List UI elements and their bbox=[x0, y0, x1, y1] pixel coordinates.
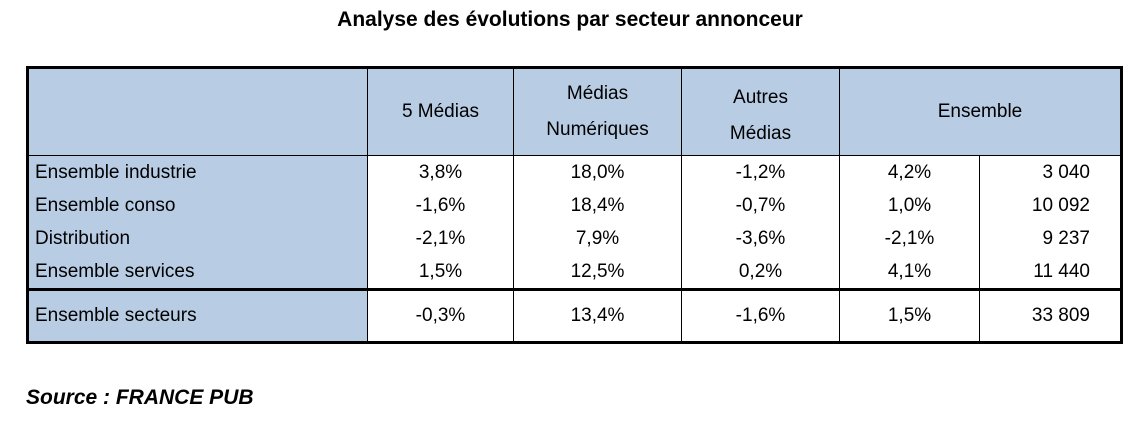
cell-autres-medias: 0,2% bbox=[681, 255, 840, 290]
total-5-medias: -0,3% bbox=[367, 288, 514, 344]
cell-5-medias: 3,8% bbox=[367, 155, 514, 189]
cell-5-medias: -1,6% bbox=[367, 189, 514, 222]
header-corner bbox=[26, 66, 368, 156]
cell-medias-numeriques: 18,0% bbox=[513, 155, 682, 189]
table-row: Ensemble industrie 3,8% 18,0% -1,2% 4,2%… bbox=[26, 155, 1123, 189]
table-row: Distribution -2,1% 7,9% -3,6% -2,1% 9 23… bbox=[26, 222, 1123, 255]
page-title: Analyse des évolutions par secteur annon… bbox=[337, 8, 803, 31]
header-medias-numeriques: Médias Numériques bbox=[513, 66, 682, 156]
row-label: Distribution bbox=[26, 222, 368, 255]
cell-autres-medias: -1,2% bbox=[681, 155, 840, 189]
cell-ensemble-pct: 1,0% bbox=[839, 189, 980, 222]
cell-medias-numeriques: 18,4% bbox=[513, 189, 682, 222]
total-row: Ensemble secteurs -0,3% 13,4% -1,6% 1,5%… bbox=[26, 288, 1123, 344]
row-label: Ensemble conso bbox=[26, 189, 368, 222]
header-5-medias: 5 Médias bbox=[367, 66, 514, 156]
cell-ensemble-value: 10 092 bbox=[979, 189, 1123, 222]
row-label: Ensemble industrie bbox=[26, 155, 368, 189]
cell-ensemble-value: 11 440 bbox=[979, 255, 1123, 290]
cell-5-medias: 1,5% bbox=[367, 255, 514, 290]
header-autres-medias-line2: Médias bbox=[729, 123, 792, 144]
header-autres-medias: Autres Médias bbox=[681, 66, 840, 156]
total-medias-numeriques: 13,4% bbox=[513, 288, 682, 344]
total-ensemble-value: 33 809 bbox=[979, 288, 1123, 344]
data-table: 5 Médias Médias Numériques Autres Médias… bbox=[26, 66, 1123, 344]
cell-ensemble-pct: -2,1% bbox=[839, 222, 980, 255]
cell-autres-medias: -0,7% bbox=[681, 189, 840, 222]
cell-ensemble-pct: 4,1% bbox=[839, 255, 980, 290]
row-label: Ensemble services bbox=[26, 255, 368, 290]
cell-5-medias: -2,1% bbox=[367, 222, 514, 255]
cell-medias-numeriques: 12,5% bbox=[513, 255, 682, 290]
source-note: Source : FRANCE PUB bbox=[26, 386, 254, 409]
total-autres-medias: -1,6% bbox=[681, 288, 840, 344]
header-autres-medias-line1: Autres bbox=[733, 87, 788, 108]
table-row: Ensemble conso -1,6% 18,4% -0,7% 1,0% 10… bbox=[26, 189, 1123, 222]
header-ensemble: Ensemble bbox=[839, 66, 1123, 156]
header-row: 5 Médias Médias Numériques Autres Médias… bbox=[26, 66, 1123, 156]
header-medias-numeriques-line2: Numériques bbox=[546, 119, 649, 140]
cell-ensemble-pct: 4,2% bbox=[839, 155, 980, 189]
cell-autres-medias: -3,6% bbox=[681, 222, 840, 255]
table-row: Ensemble services 1,5% 12,5% 0,2% 4,1% 1… bbox=[26, 255, 1123, 290]
cell-medias-numeriques: 7,9% bbox=[513, 222, 682, 255]
header-medias-numeriques-line1: Médias bbox=[566, 83, 629, 104]
cell-ensemble-value: 9 237 bbox=[979, 222, 1123, 255]
total-label: Ensemble secteurs bbox=[26, 288, 368, 344]
cell-ensemble-value: 3 040 bbox=[979, 155, 1123, 189]
total-ensemble-pct: 1,5% bbox=[839, 288, 980, 344]
